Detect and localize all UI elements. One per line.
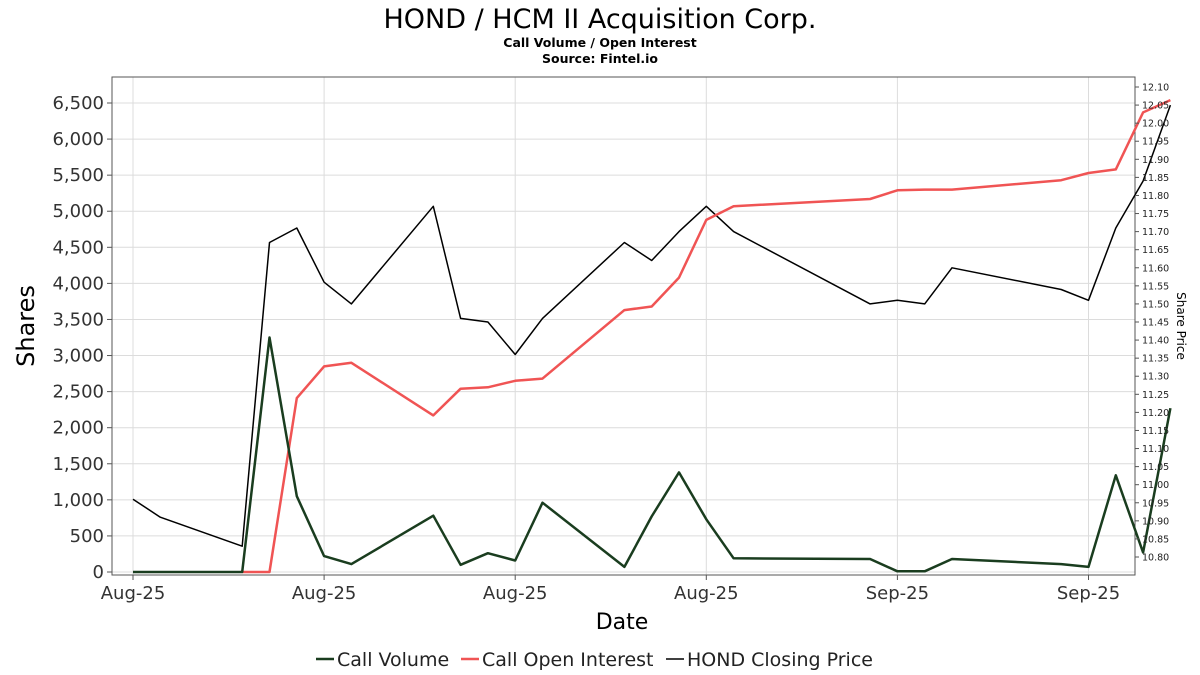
y-tick-label: 1,000 bbox=[52, 490, 104, 511]
legend-label-hond-closing-price: HOND Closing Price bbox=[687, 649, 873, 671]
grid-lines bbox=[112, 77, 1135, 575]
y2-tick-label: 11.35 bbox=[1142, 354, 1169, 365]
y-axis-label: Shares bbox=[12, 285, 40, 367]
series-lines bbox=[132, 98, 1172, 574]
y-tick-label: 4,000 bbox=[52, 273, 104, 294]
y-tick-label: 1,500 bbox=[52, 454, 104, 475]
y-tick-label: 5,000 bbox=[52, 201, 104, 222]
y2-tick-label: 11.25 bbox=[1142, 390, 1169, 401]
plot-area-frame bbox=[111, 76, 1136, 576]
y-tick-label: 0 bbox=[93, 562, 104, 583]
x-tick-label: Aug-25 bbox=[101, 583, 166, 604]
y2-tick-label: 11.00 bbox=[1142, 480, 1169, 491]
chart-title: HOND / HCM II Acquisition Corp. bbox=[383, 4, 816, 35]
y2-tick-label: 11.95 bbox=[1142, 137, 1169, 148]
y2-tick-label: 11.90 bbox=[1142, 155, 1169, 166]
y2-tick-label: 11.50 bbox=[1142, 299, 1169, 310]
chart-subtitle: Call Volume / Open Interest bbox=[503, 35, 696, 50]
y2-tick-label: 11.40 bbox=[1142, 336, 1169, 347]
y2-tick-label: 12.00 bbox=[1142, 119, 1169, 130]
y-tick-label: 2,500 bbox=[52, 382, 104, 403]
y2-tick-label: 11.05 bbox=[1142, 462, 1169, 473]
y2-tick-label: 11.30 bbox=[1142, 372, 1169, 383]
y-tick-label: 3,000 bbox=[52, 346, 104, 367]
x-tick-label: Aug-25 bbox=[483, 583, 548, 604]
y2-tick-label: 12.10 bbox=[1142, 83, 1169, 94]
legend-label-call-open-interest: Call Open Interest bbox=[482, 649, 654, 671]
x-tick-label: Sep-25 bbox=[866, 583, 929, 604]
legend: Call Volume Call Open Interest HOND Clos… bbox=[316, 649, 873, 671]
y-tick-label: 3,500 bbox=[52, 309, 104, 330]
y2-tick-label: 11.60 bbox=[1142, 263, 1169, 274]
legend-label-call-volume: Call Volume bbox=[337, 649, 449, 671]
series-line-call-open-interest bbox=[242, 98, 1171, 574]
y-axis-ticks: 0 500 1,000 1,500 2,000 2,500 3,000 3,500 4,000 4… bbox=[52, 93, 112, 583]
chart-source: Source: Fintel.io bbox=[542, 51, 658, 66]
y2-tick-label: 10.80 bbox=[1142, 553, 1169, 564]
y2-tick-label: 11.15 bbox=[1142, 426, 1169, 437]
series-line-call-volume bbox=[133, 336, 1172, 574]
y2-tick-label: 11.55 bbox=[1142, 281, 1169, 292]
y-tick-label: 500 bbox=[70, 526, 104, 547]
y2-tick-label: 11.80 bbox=[1142, 191, 1169, 202]
x-tick-label: Aug-25 bbox=[292, 583, 357, 604]
y2-axis-label: Share Price bbox=[1174, 292, 1188, 360]
y2-tick-label: 10.95 bbox=[1142, 498, 1169, 509]
y2-tick-label: 11.10 bbox=[1142, 444, 1169, 455]
y2-tick-label: 11.65 bbox=[1142, 245, 1169, 256]
x-axis-ticks: Aug-25 Aug-25 Aug-25 Aug-25 Sep-25 Sep-25 bbox=[101, 575, 1120, 604]
y-tick-label: 5,500 bbox=[52, 165, 104, 186]
y2-tick-label: 11.45 bbox=[1142, 318, 1169, 329]
x-tick-label: Sep-25 bbox=[1057, 583, 1120, 604]
y2-tick-label: 11.20 bbox=[1142, 408, 1169, 419]
y2-tick-label: 11.70 bbox=[1142, 227, 1169, 238]
x-axis-label: Date bbox=[596, 610, 649, 635]
y-tick-label: 6,000 bbox=[52, 129, 104, 150]
y2-tick-label: 11.75 bbox=[1142, 209, 1169, 220]
series-line-hond-closing-price bbox=[132, 104, 1172, 547]
y2-tick-label: 10.85 bbox=[1142, 534, 1169, 545]
y-tick-label: 4,500 bbox=[52, 237, 104, 258]
y2-tick-label: 10.90 bbox=[1142, 516, 1169, 527]
y2-tick-label: 12.05 bbox=[1142, 101, 1169, 112]
y-tick-label: 6,500 bbox=[52, 93, 104, 114]
x-tick-label: Aug-25 bbox=[674, 583, 739, 604]
y2-axis-ticks: 10.80 10.85 10.90 10.95 11.00 11.05 11.10 11.15… bbox=[1135, 83, 1169, 564]
y-tick-label: 2,000 bbox=[52, 418, 104, 439]
y2-tick-label: 11.85 bbox=[1142, 173, 1169, 184]
